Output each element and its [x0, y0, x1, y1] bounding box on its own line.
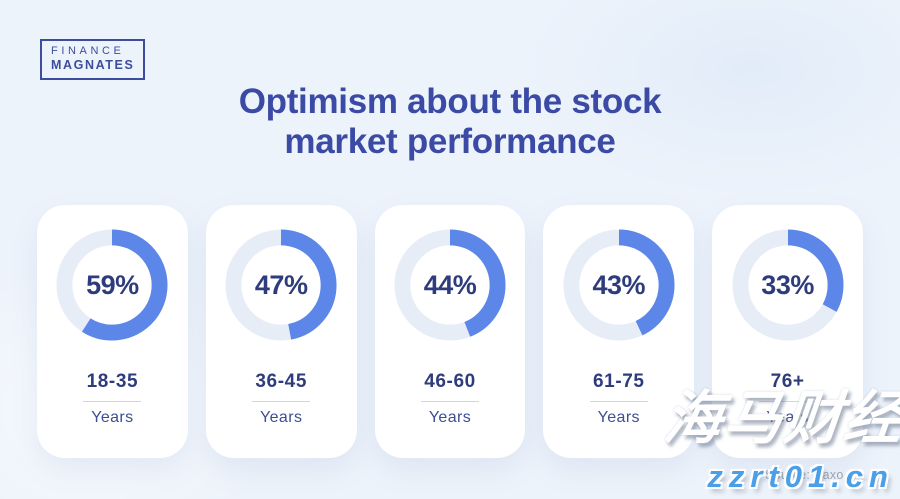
- years-label: Years: [260, 409, 303, 426]
- percent-label: 47%: [254, 269, 308, 300]
- age-group-card-76-plus: 33% 76+ Years: [712, 205, 863, 458]
- label-divider: [758, 401, 817, 402]
- age-group-card-36-45: 47% 36-45 Years: [205, 205, 357, 458]
- logo-line-finance: FINANCE: [51, 45, 125, 57]
- percent-label: 59%: [86, 269, 139, 300]
- years-label: Years: [428, 409, 472, 426]
- age-range-label: 18-35: [86, 371, 139, 392]
- watermark-url-text: zzrt01.cn: [707, 459, 894, 494]
- years-label: Years: [91, 409, 134, 426]
- donut-svg: [394, 229, 506, 341]
- donut-chart-61-75: 43%: [563, 229, 675, 341]
- years-label: Years: [597, 409, 640, 426]
- donut-chart-46-60: 44%: [394, 229, 506, 341]
- donut-chart-18-35: 59%: [56, 229, 168, 341]
- percent-label: 33%: [761, 269, 814, 300]
- label-divider: [420, 401, 479, 402]
- donut-svg: [56, 229, 168, 341]
- finance-magnates-logo: FINANCE MAGNATES: [40, 39, 146, 80]
- age-range-label: 46-60: [424, 371, 476, 392]
- years-label: Years: [766, 409, 809, 426]
- age-group-card-18-35: 59% 18-35 Years: [37, 205, 188, 458]
- label-divider: [83, 401, 142, 402]
- percent-label: 44%: [423, 269, 477, 300]
- donut-svg: [563, 229, 675, 341]
- donut-arc: [732, 229, 844, 341]
- page-title: Optimism about the stock market performa…: [0, 82, 900, 162]
- donut-arc: [56, 229, 168, 341]
- donut-arc: [394, 229, 506, 341]
- donut-arc: [225, 229, 337, 341]
- age-range-label: 36-45: [255, 371, 307, 392]
- age-group-card-46-60: 44% 46-60 Years: [374, 205, 526, 458]
- donut-svg: [225, 229, 337, 341]
- donut-chart-36-45: 47%: [225, 229, 337, 341]
- logo-line-magnates: MAGNATES: [51, 58, 135, 72]
- donut-arc: [563, 229, 675, 341]
- donut-chart-76-plus: 33%: [732, 229, 844, 341]
- age-range-label: 61-75: [592, 371, 645, 392]
- source-label: Source: Saxo: [765, 468, 844, 482]
- donut-svg: [732, 229, 844, 341]
- donut-cards-row: 59% 18-35 Years 47% 36-45 Years: [37, 205, 863, 458]
- age-group-card-61-75: 43% 61-75 Years: [543, 205, 695, 458]
- page-title-line-2: market performance: [284, 122, 616, 161]
- page-title-line-1: Optimism about the stock: [238, 82, 662, 121]
- age-range-label: 76+: [770, 371, 805, 392]
- percent-label: 43%: [592, 269, 646, 300]
- watermark-cjk-text: 海马财经: [660, 386, 900, 451]
- label-divider: [589, 401, 648, 402]
- label-divider: [252, 401, 311, 402]
